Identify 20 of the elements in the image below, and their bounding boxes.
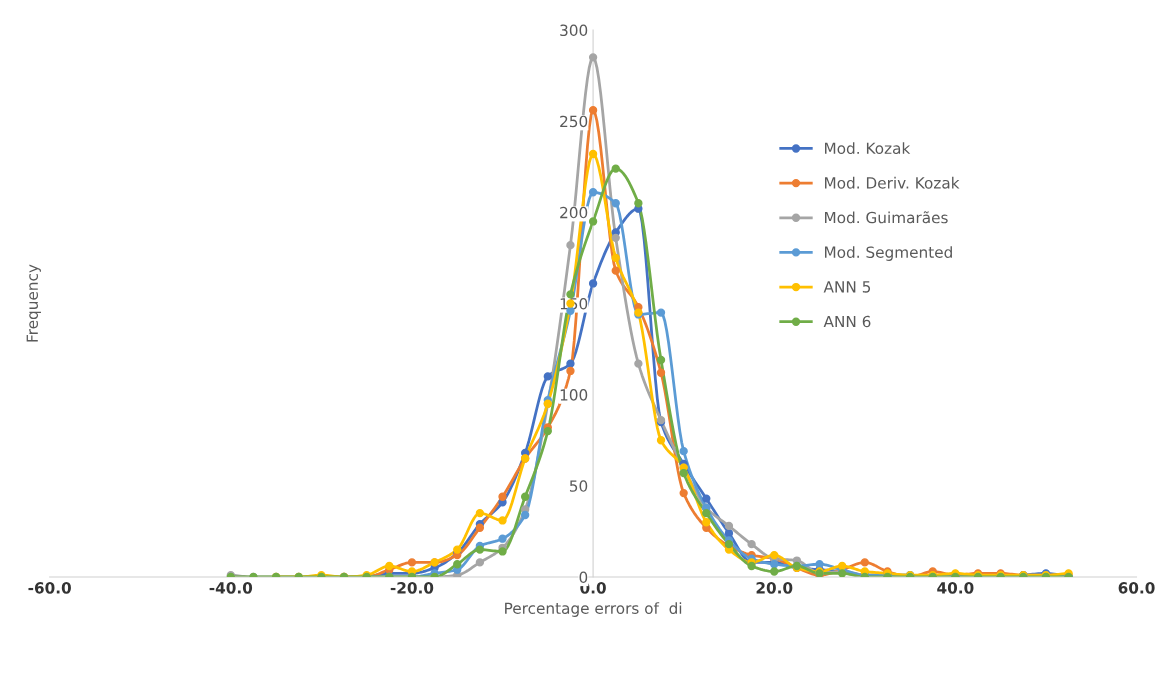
y-tick-label: 50 (569, 480, 588, 492)
legend-label: Mod. Kozak (825, 142, 911, 155)
legend-label: Mod. Deriv. Kozak (825, 176, 960, 189)
legend-label: Mod. Segmented (825, 246, 952, 261)
y-tick-label: 250 (560, 115, 588, 128)
y-tick-label: 300 (560, 24, 588, 37)
legend-label: ANN 6 (823, 315, 871, 328)
legend-label: Mod. Guimarães (825, 211, 948, 224)
x-axis-title: Percentage errors of di (505, 602, 682, 617)
x-tick-label: -60.0 (28, 582, 71, 594)
y-tick-label: 0 (579, 571, 588, 583)
y-axis-title: Frequency (26, 264, 41, 342)
legend-label: ANN 5 (823, 281, 871, 293)
x-tick-label: -20.0 (390, 582, 434, 594)
x-tick-label: 20.0 (756, 582, 793, 594)
y-tick-label: 100 (560, 389, 588, 401)
y-tick-label: 200 (560, 206, 588, 219)
x-tick-label: 40.0 (937, 582, 974, 594)
x-tick-label: 60.0 (1118, 582, 1155, 594)
x-tick-label: -40.0 (209, 582, 253, 594)
